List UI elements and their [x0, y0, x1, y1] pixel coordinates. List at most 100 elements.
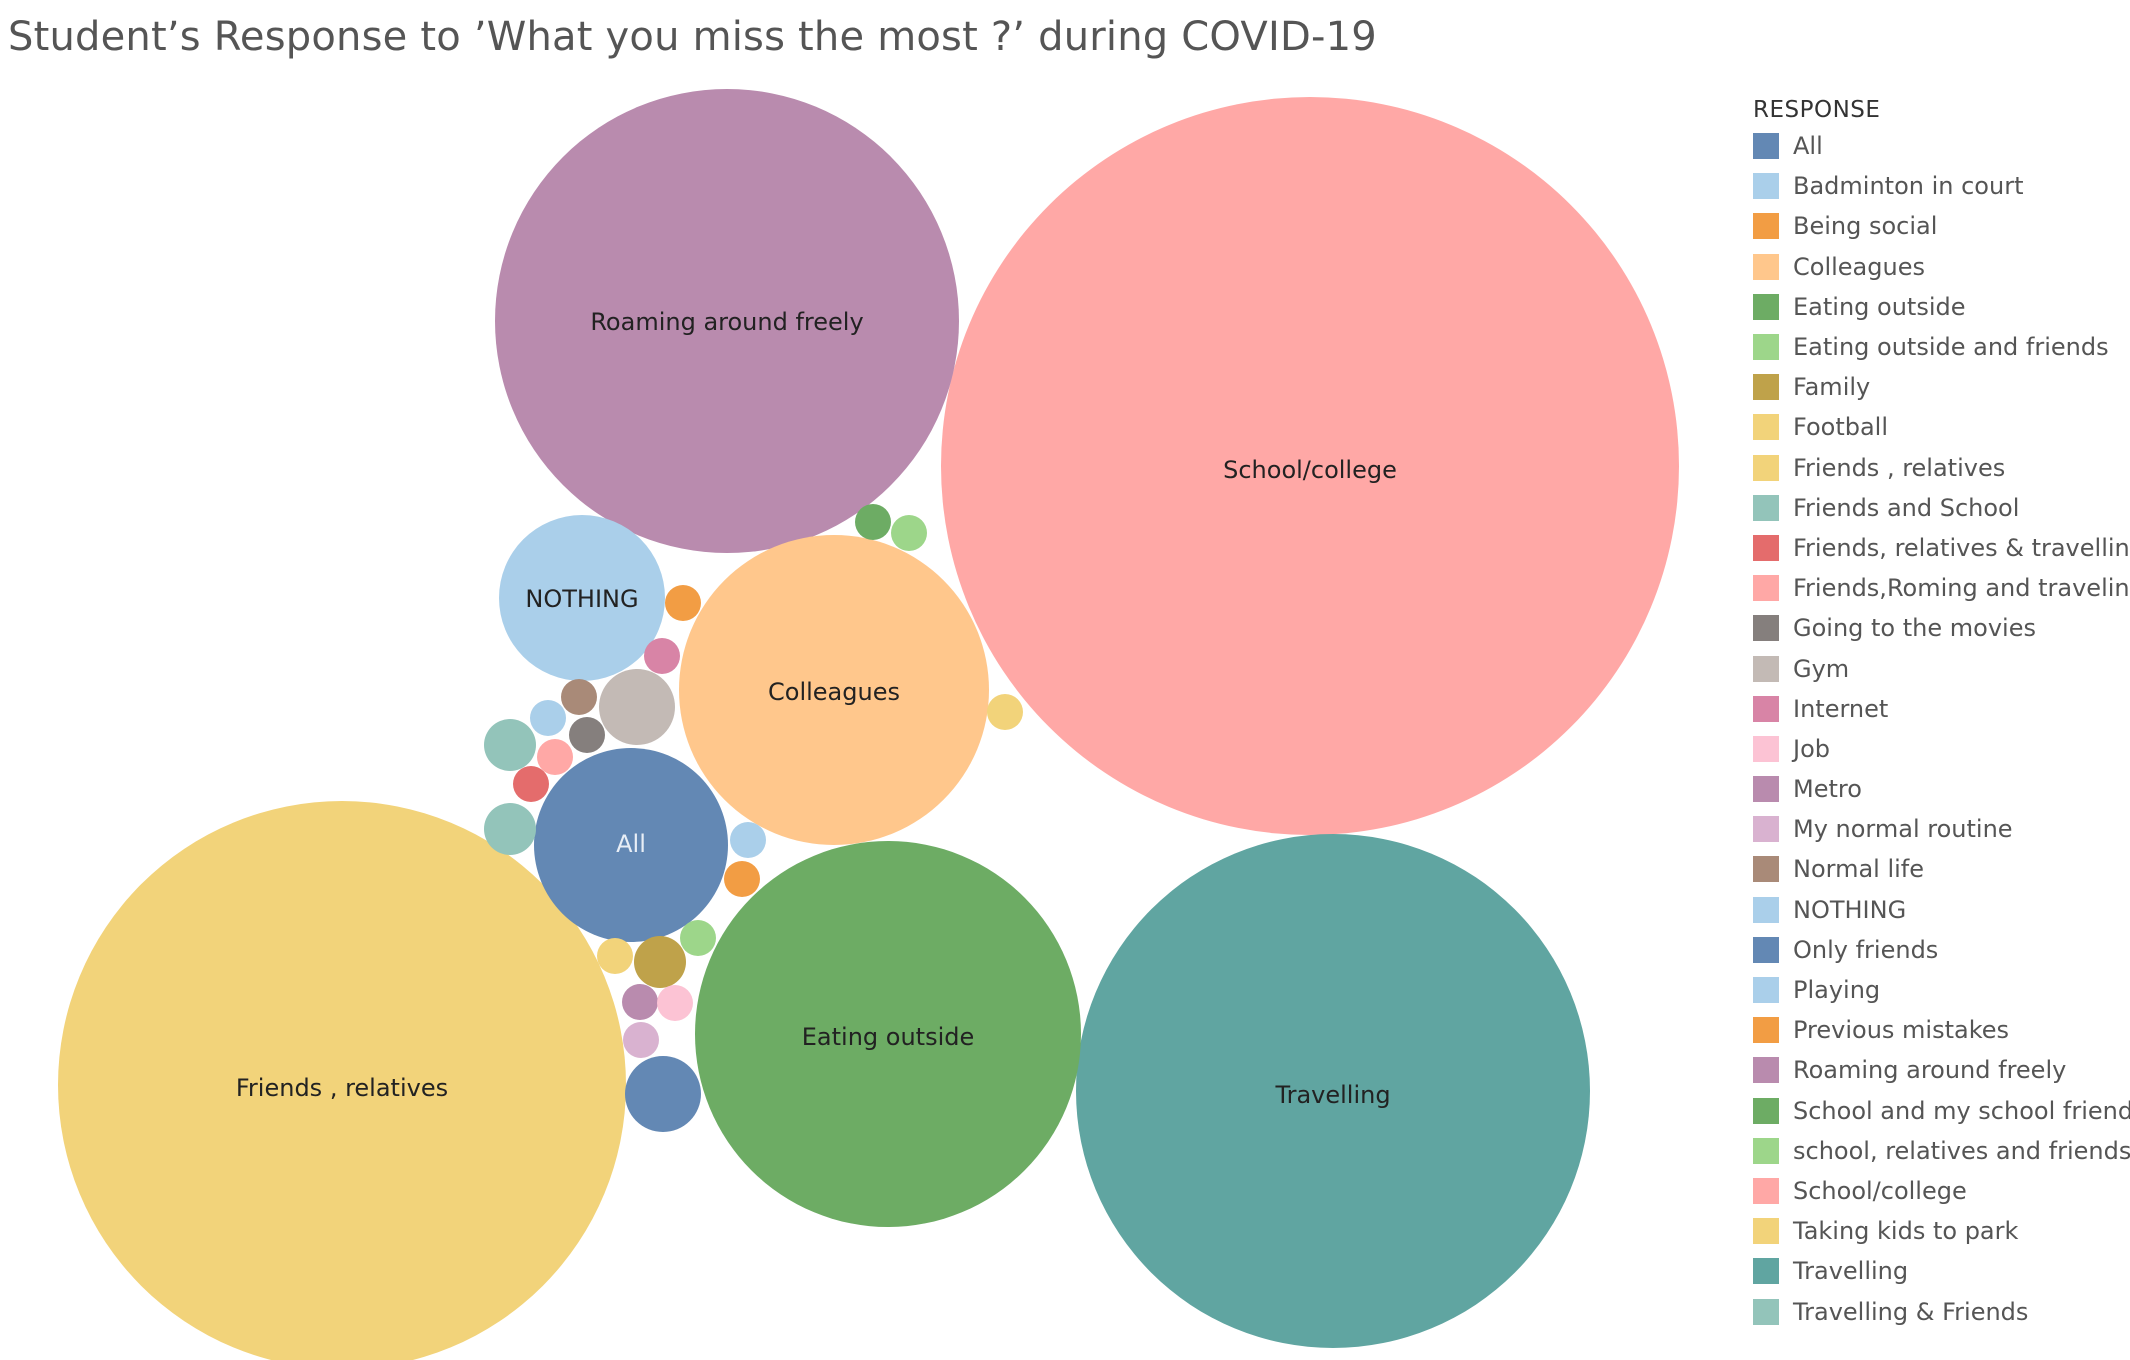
legend-label: Friends,Roming and traveling: [1793, 574, 2130, 603]
legend-item-only-friends[interactable]: Only friends: [1753, 930, 2123, 970]
bubble-friends-roming-and-traveling[interactable]: [537, 739, 573, 775]
bubble-label-roaming-around-freely: Roaming around freely: [590, 308, 863, 336]
legend-label: Being social: [1793, 212, 1938, 241]
legend-item-going-to-the-movies[interactable]: Going to the movies: [1753, 608, 2123, 648]
legend-item-internet[interactable]: Internet: [1753, 689, 2123, 729]
bubble-colleagues[interactable]: [679, 535, 989, 845]
bubble-badminton-in-court[interactable]: [530, 700, 566, 736]
legend-item-travelling-friends[interactable]: Travelling & Friends: [1753, 1291, 2123, 1331]
legend-swatch: [1753, 735, 1779, 762]
bubble-taking-kids-to-park[interactable]: [597, 938, 633, 974]
bubble-being-social[interactable]: [665, 585, 701, 621]
legend-item-gym[interactable]: Gym: [1753, 648, 2123, 688]
bubble-normal-life[interactable]: [561, 679, 597, 715]
legend-item-nothing[interactable]: NOTHING: [1753, 890, 2123, 930]
legend-item-metro[interactable]: Metro: [1753, 769, 2123, 809]
legend-item-colleagues[interactable]: Colleagues: [1753, 247, 2123, 287]
bubble-label-eating-outside: Eating outside: [802, 1023, 975, 1051]
legend-item-travelling[interactable]: Travelling: [1753, 1251, 2123, 1291]
bubble-eating-outside-and-friends[interactable]: [680, 920, 716, 956]
bubble-family[interactable]: [634, 936, 686, 988]
legend-item-taking-kids-to-park[interactable]: Taking kids to park: [1753, 1211, 2123, 1251]
legend-item-job[interactable]: Job: [1753, 729, 2123, 769]
legend-item-friends-relatives-travelling[interactable]: Friends, relatives & travelling: [1753, 528, 2130, 568]
legend-item-friends-and-school[interactable]: Friends and School: [1753, 488, 2123, 528]
legend-item-my-normal-routine[interactable]: My normal routine: [1753, 809, 2123, 849]
bubble-all[interactable]: [534, 748, 728, 942]
bubble-eating-outside[interactable]: [695, 841, 1081, 1227]
legend-label: All: [1793, 132, 1823, 161]
legend-label: Colleagues: [1793, 252, 1925, 281]
bubble-nothing[interactable]: [499, 515, 665, 681]
legend-item-being-social[interactable]: Being social: [1753, 206, 2123, 246]
legend-swatch: [1753, 1017, 1779, 1044]
legend-label: NOTHING: [1793, 895, 1907, 924]
bubble-my-normal-routine[interactable]: [623, 1022, 659, 1058]
bubble-friends-relatives-travelling[interactable]: [513, 766, 549, 802]
legend-swatch: [1753, 936, 1779, 963]
bubble-travelling-friends[interactable]: [484, 803, 536, 855]
chart-title: Student’s Response to ’What you miss the…: [8, 14, 1377, 60]
bubble-football[interactable]: [987, 694, 1023, 730]
bubble-friends-relatives[interactable]: [58, 801, 626, 1360]
bubble-friends-and-school[interactable]: [484, 719, 536, 771]
legend-swatch: [1753, 213, 1779, 240]
legend-swatch: [1753, 655, 1779, 682]
legend-label: Normal life: [1793, 855, 1925, 884]
legend-label: Friends , relatives: [1793, 453, 2006, 482]
legend-item-family[interactable]: Family: [1753, 367, 2123, 407]
bubble-school-and-my-school-friends[interactable]: [855, 504, 891, 540]
legend-item-friends-relatives[interactable]: Friends , relatives: [1753, 448, 2123, 488]
bubble-label-travelling: Travelling: [1274, 1081, 1390, 1109]
bubble-going-to-the-movies[interactable]: [569, 717, 605, 753]
legend-label: Job: [1793, 734, 1830, 763]
bubble-school-college[interactable]: [941, 97, 1679, 835]
legend-swatch: [1753, 615, 1779, 642]
legend-items: All Badminton in court Being social Colleag…: [1753, 126, 2130, 1332]
legend-item-eating-outside[interactable]: Eating outside: [1753, 287, 2123, 327]
legend-item-eating-outside-and-friends[interactable]: Eating outside and friends: [1753, 327, 2123, 367]
legend-item-normal-life[interactable]: Normal life: [1753, 849, 2123, 889]
bubble-previous-mistakes[interactable]: [724, 861, 760, 897]
legend-label: Playing: [1793, 976, 1881, 1005]
bubble-metro[interactable]: [622, 984, 658, 1020]
bubble-only-friends[interactable]: [625, 1056, 701, 1132]
bubble-travelling[interactable]: [1076, 834, 1590, 1348]
legend-label: School/college: [1793, 1176, 1967, 1205]
bubble-gym[interactable]: [599, 669, 675, 745]
legend-item-school-relatives-and-friends[interactable]: school, relatives and friends: [1753, 1131, 2130, 1171]
bubble-job[interactable]: [657, 985, 693, 1021]
legend-item-football[interactable]: Football: [1753, 407, 2123, 447]
bubble-label-all: All: [616, 830, 646, 858]
legend-swatch: [1753, 253, 1779, 280]
bubble-roaming-around-freely[interactable]: [495, 89, 959, 553]
legend-label: Eating outside and friends: [1793, 333, 2109, 362]
legend-label: Taking kids to park: [1793, 1217, 2019, 1246]
legend-item-badminton-in-court[interactable]: Badminton in court: [1753, 166, 2123, 206]
bubble-playing[interactable]: [730, 822, 766, 858]
legend-swatch: [1753, 896, 1779, 923]
legend-label: Roaming around freely: [1793, 1056, 2067, 1085]
legend-item-friends-roming-and-traveling[interactable]: Friends,Roming and traveling: [1753, 568, 2130, 608]
legend-item-playing[interactable]: Playing: [1753, 970, 2123, 1010]
legend-label: Only friends: [1793, 935, 1939, 964]
legend-item-school-and-my-school-friends[interactable]: School and my school friends: [1753, 1091, 2130, 1131]
legend-label: Travelling & Friends: [1793, 1297, 2029, 1326]
legend-label: Internet: [1793, 694, 1889, 723]
bubble-school-relatives-and-friends[interactable]: [891, 515, 927, 551]
legend-item-previous-mistakes[interactable]: Previous mistakes: [1753, 1010, 2123, 1050]
legend-swatch: [1753, 494, 1779, 521]
legend-swatch: [1753, 816, 1779, 843]
legend-label: School and my school friends: [1793, 1096, 2130, 1125]
legend-item-school-college[interactable]: School/college: [1753, 1171, 2123, 1211]
legend-swatch: [1753, 133, 1779, 160]
legend-swatch: [1753, 1258, 1779, 1285]
bubble-group: School/college Friends , relatives Travell…: [58, 89, 1679, 1360]
legend-item-roaming-around-freely[interactable]: Roaming around freely: [1753, 1050, 2123, 1090]
bubble-internet[interactable]: [644, 638, 680, 674]
legend: RESPONSE All Badminton in court Being soci…: [1753, 94, 2130, 1332]
legend-swatch: [1753, 1097, 1779, 1124]
legend-swatch: [1753, 695, 1779, 722]
legend-label: Travelling: [1793, 1257, 1909, 1286]
legend-item-all[interactable]: All: [1753, 126, 2123, 166]
